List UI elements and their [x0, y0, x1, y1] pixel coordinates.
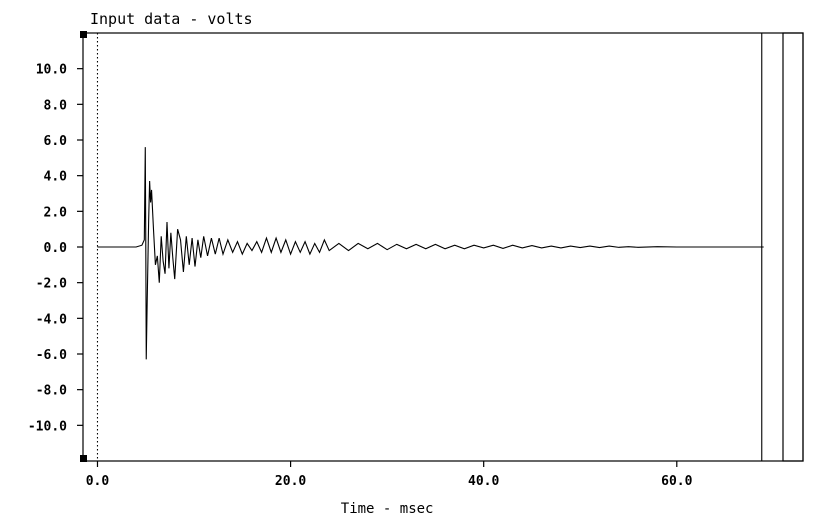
y-tick-label: -2.0 — [36, 277, 67, 292]
y-axis-ticks: 10.0 8.0 6.0 4.0 2.0 0.0 -2.0 -4.0 -6.0 -8.0 -10.0 — [28, 63, 83, 434]
x-tick-label: 40.0 — [468, 474, 499, 489]
x-tick-label: 0.0 — [86, 474, 110, 489]
y-tick-label: -4.0 — [36, 312, 67, 327]
corner-marker-top — [80, 31, 87, 38]
x-tick-label: 20.0 — [275, 474, 306, 489]
x-axis-ticks: 0.0 20.0 40.0 60.0 — [86, 461, 693, 489]
x-axis-label: Time - msec — [341, 501, 434, 517]
y-tick-label: -6.0 — [36, 348, 67, 363]
x-tick-label: 60.0 — [661, 474, 692, 489]
y-tick-label: -10.0 — [28, 419, 67, 434]
y-tick-label: 4.0 — [44, 170, 68, 185]
chart-title: Input data - volts — [90, 10, 253, 28]
y-tick-label: 10.0 — [36, 63, 67, 78]
series-line — [97, 147, 764, 360]
right-edge-strip — [782, 32, 804, 462]
y-tick-label: 8.0 — [44, 98, 68, 113]
y-tick-label: 2.0 — [44, 205, 68, 220]
y-tick-label: -8.0 — [36, 384, 67, 399]
y-tick-label: 6.0 — [44, 134, 68, 149]
corner-marker-bottom — [80, 455, 87, 462]
y-tick-label: 0.0 — [44, 241, 68, 256]
